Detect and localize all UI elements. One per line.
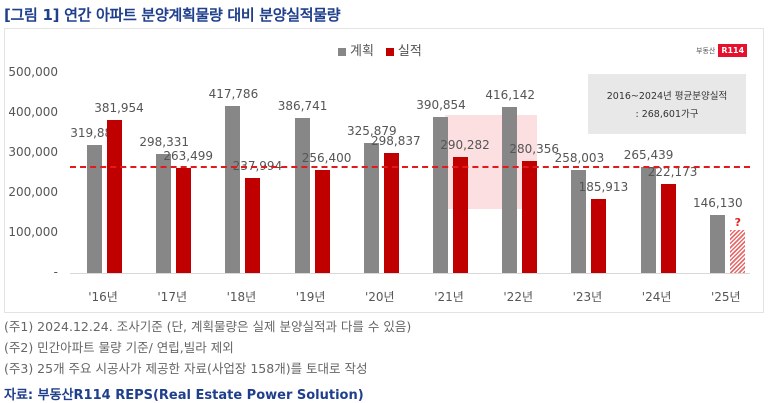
bar-plan xyxy=(502,106,518,273)
source-note: 자료: 부동산R114 REPS(Real Estate Power Solut… xyxy=(4,388,364,403)
value-label-actual: 185,913 xyxy=(578,179,629,194)
value-label-plan: 386,741 xyxy=(277,99,328,114)
bar-plan xyxy=(363,142,379,273)
bar-plan xyxy=(87,145,102,273)
bar-actual xyxy=(314,170,330,273)
value-label-actual: 381,954 xyxy=(94,101,144,116)
x-tick-label: '23년 xyxy=(572,290,603,304)
footnote-2: (주2) 민간아파트 물량 기준/ 연립,빌라 제외 xyxy=(4,340,234,355)
value-label-actual: 263,499 xyxy=(163,148,213,163)
value-label-actual: 256,400 xyxy=(301,151,352,166)
y-tick-label: 200,000 xyxy=(8,185,58,199)
y-tick-label: - xyxy=(53,265,58,279)
bar-plan xyxy=(709,214,725,273)
legend-item-actual: 실적 xyxy=(385,40,422,59)
x-tick-label: '18년 xyxy=(226,290,257,304)
average-reference-line xyxy=(70,165,750,168)
legend-swatch-plan xyxy=(338,47,346,56)
chart-title: [그림 1] 연간 아파트 분양계획물량 대비 분양실적물량 xyxy=(4,6,341,24)
value-label-plan: 265,439 xyxy=(623,147,674,162)
x-axis-line xyxy=(70,273,750,274)
x-tick-label: '25년 xyxy=(710,290,741,304)
bar-plan xyxy=(640,166,656,273)
value-label-plan: 298,331 xyxy=(139,134,189,149)
bar-actual-estimate xyxy=(729,229,745,273)
x-tick-label: '16년 xyxy=(88,290,118,304)
bar-plan xyxy=(294,118,310,273)
bar-actual xyxy=(453,156,468,273)
footnote-1: (주1) 2024.12.24. 조사기준 (단, 계획물량은 실제 분양실적과… xyxy=(4,319,412,334)
bar-actual xyxy=(176,167,192,273)
legend-swatch-actual xyxy=(385,47,394,56)
footnote-3: (주3) 25개 주요 시공사가 제공한 자료(사업장 158개)를 토대로 작… xyxy=(4,361,368,376)
bar-actual xyxy=(522,160,538,273)
value-label-plan: 390,854 xyxy=(416,97,466,112)
chart-legend: 계획 실적 xyxy=(338,40,422,59)
x-tick-label: '20년 xyxy=(364,290,395,304)
bar-actual xyxy=(383,153,399,273)
footnotes: (주1) 2024.12.24. 조사기준 (단, 계획물량은 실제 분양실적과… xyxy=(4,316,411,379)
value-label-actual: 290,282 xyxy=(440,137,490,152)
x-tick-label: '17년 xyxy=(157,290,187,304)
value-label-actual: 298,837 xyxy=(370,134,421,149)
value-label-plan: 417,786 xyxy=(208,86,259,101)
average-annotation-box: 2016~2024년 평균분양실적 : 268,601가구 xyxy=(588,74,746,134)
bar-actual xyxy=(245,177,261,273)
value-label-actual: ? xyxy=(734,215,741,229)
value-label-actual: 222,173 xyxy=(647,165,698,180)
r114-logo: 부동산 R114 xyxy=(696,44,748,57)
value-label-actual: 280,356 xyxy=(509,141,559,156)
legend-item-plan: 계획 xyxy=(338,40,374,59)
bar-plan xyxy=(156,153,172,273)
bar-actual xyxy=(107,120,122,273)
bar-actual xyxy=(660,184,676,273)
y-tick-label: 300,000 xyxy=(8,145,58,159)
x-tick-label: '19년 xyxy=(295,290,326,304)
value-label-plan: 258,003 xyxy=(554,150,605,165)
value-label-plan: 146,130 xyxy=(692,195,743,210)
bar-actual xyxy=(591,198,607,273)
y-tick-label: 400,000 xyxy=(8,105,58,119)
x-tick-label: '22년 xyxy=(503,290,533,304)
y-tick-label: 500,000 xyxy=(8,65,58,79)
value-label-plan: 325,879 xyxy=(346,123,397,138)
bar-plan xyxy=(571,169,587,273)
bar-plan xyxy=(433,116,448,273)
y-tick-label: 100,000 xyxy=(8,225,58,239)
x-tick-label: '21년 xyxy=(434,290,464,304)
x-tick-label: '24년 xyxy=(641,290,672,304)
value-label-plan: 416,142 xyxy=(485,87,535,102)
bar-plan xyxy=(225,105,241,273)
